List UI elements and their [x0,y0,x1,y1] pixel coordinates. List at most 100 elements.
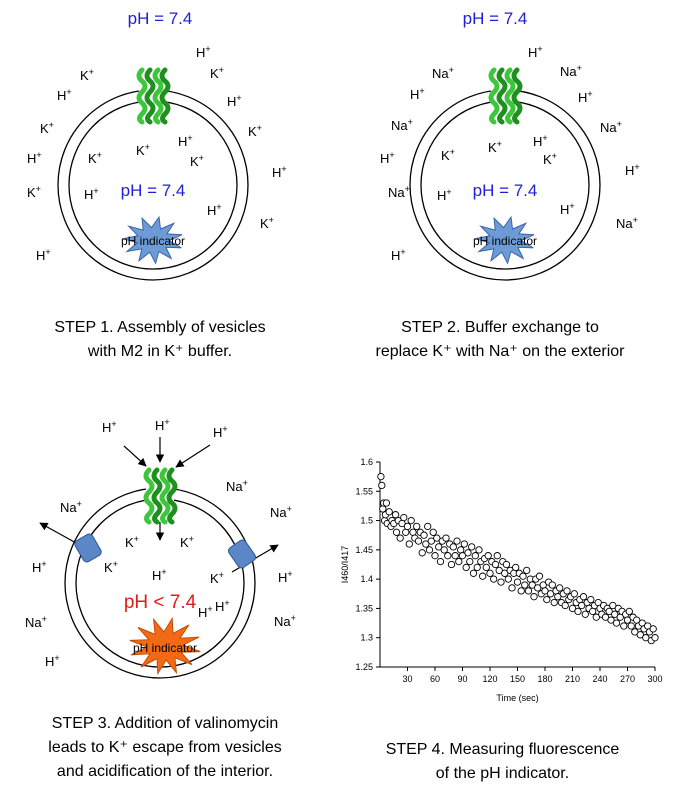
data-point [378,481,386,490]
data-point [623,616,632,624]
data-point [535,572,544,580]
step3-caption: STEP 3. Addition of valinomycin leads to… [5,712,325,784]
data-point [471,552,479,560]
data-point [546,590,555,598]
hydrogen-ion-label: H+ [410,86,425,102]
potassium-ion-label: K+ [210,65,224,81]
potassium-ion-label: K+ [180,534,194,550]
hydrogen-ion-label: H+ [207,202,222,218]
potassium-ion-label: K+ [248,123,262,139]
sodium-ion-label: Na+ [560,63,582,79]
data-point [636,631,644,639]
step1-caption-line1: STEP 1. Assembly of vesicles [54,319,266,336]
m2-helix [159,67,171,125]
m2-helix [504,67,516,125]
data-point [528,581,536,589]
data-point [521,581,529,589]
data-point [420,531,428,539]
data-point [508,584,516,592]
data-point [413,522,421,531]
x-tick-label: 270 [620,674,635,684]
hydrogen-ion-label: H+ [152,567,167,583]
data-point [422,540,430,548]
valinomycin-icon [227,539,257,569]
data-point [579,593,588,601]
data-point [403,522,412,531]
step4-caption: STEP 4. Measuring fluorescence of the pH… [340,738,665,786]
data-point [605,607,613,616]
data-point [440,546,448,554]
x-tick-label: 90 [457,674,467,684]
data-point [424,522,432,531]
hydrogen-ion-label: H+ [45,653,60,669]
potassium-ion-label: K+ [40,120,54,136]
step2-panel: pH = 7.4H+Na+ Na+H+ H+Na+ Na+H+H+Na+Na+H+H+… [380,9,640,281]
step3-panel: H+ H+H+Na+Na+Na+K+ K+K+K+H+H+H+H+ H+Na+ Na+H… [25,417,296,679]
data-point [385,508,393,516]
data-point [512,563,520,572]
data-point [631,628,639,636]
m2-helix [166,467,178,525]
sodium-ion-label: Na+ [616,215,638,231]
ph-outside-label: pH = 7.4 [128,9,193,28]
y-tick-label: 1.35 [355,603,373,613]
data-point [429,528,437,536]
hydrogen-ion-label: H+ [578,89,593,105]
potassium-ion-label: K+ [210,570,224,586]
sodium-ion-label: Na+ [60,499,82,515]
x-tick-label: 30 [402,674,412,684]
sodium-ion-label: Na+ [600,119,622,135]
hydrogen-ion-label: H+ [278,569,293,585]
data-point [548,581,556,589]
data-point [449,543,457,551]
data-point [587,595,595,604]
data-point [453,537,461,545]
hydrogen-ion-label: H+ [155,417,170,433]
ph-indicator-label: pH indicator [473,234,537,248]
m2-helix [496,67,508,125]
data-point [402,528,410,536]
data-point [563,587,571,595]
data-point [484,552,492,560]
ph-acidic-label: pH < 7.4 [124,592,197,613]
data-point [534,584,542,592]
x-tick-label: 300 [647,674,662,684]
step3-caption-line1: STEP 3. Addition of valinomycin [51,715,279,732]
data-point [382,499,391,507]
m2-helix [143,467,155,525]
hydrogen-ion-label: H+ [198,604,213,620]
data-point [436,557,445,566]
data-point [473,563,481,572]
ph-outside-label: pH = 7.4 [463,9,528,28]
hydrogen-ion-label: H+ [380,150,395,166]
data-point [495,566,503,575]
hydrogen-ion-label: H+ [391,247,406,263]
data-point [435,543,443,551]
data-point [607,616,615,624]
ph-indicator-label: pH indicator [121,234,185,248]
data-point [475,546,483,554]
step1-panel: pH = 7.4H+K+ K+H+H+K+ K+H+H+K+K+H+H+K+K+ K+… [27,9,287,281]
hydrogen-ion-label: H+ [36,247,51,263]
data-point [491,560,500,569]
y-tick-label: 1.55 [355,486,373,496]
data-point [405,540,413,548]
data-point [568,604,577,613]
step4-caption-line2: of the pH indicator. [435,765,570,782]
data-point [589,607,597,616]
data-point [486,569,494,577]
data-point [612,619,621,627]
data-point [469,569,478,577]
potassium-ion-label: K+ [260,215,274,231]
potassium-ion-label: K+ [441,147,455,163]
data-point [501,569,509,577]
data-point [578,601,586,610]
x-tick-label: 240 [592,674,607,684]
m2-helix [159,467,171,525]
data-point [407,516,415,525]
step2-caption-line1: STEP 2. Buffer exchange to [401,319,599,336]
data-point [458,552,467,560]
y-tick-label: 1.3 [360,633,373,643]
ph-indicator-label: pH indicator [133,641,197,655]
